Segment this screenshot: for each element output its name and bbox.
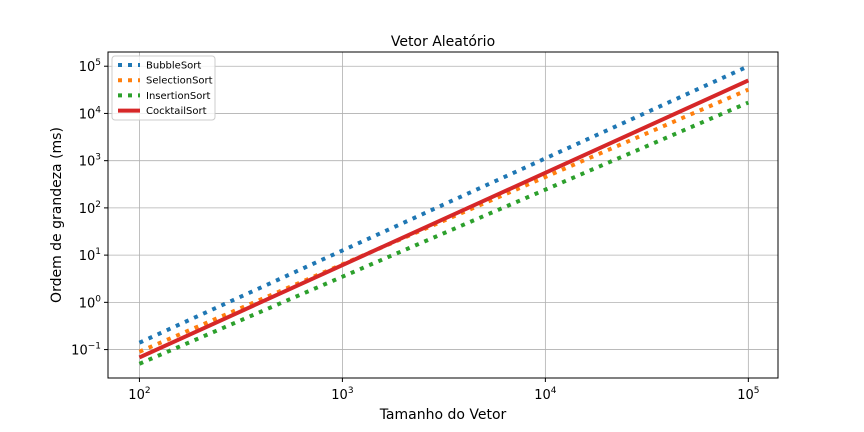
y-tick-base: 10 (79, 155, 96, 170)
x-tick-exponent: 5 (754, 386, 760, 396)
x-tick-exponent: 4 (551, 386, 557, 396)
y-tick-label: 101 (79, 247, 101, 264)
y-tick-label: 100 (79, 294, 102, 311)
x-tick-label: 102 (128, 386, 150, 403)
y-tick-exponent: 5 (95, 58, 101, 68)
x-axis-label: Tamanho do Vetor (379, 407, 507, 423)
legend-label: SelectionSort (146, 76, 213, 87)
legend-label: CocktailSort (146, 106, 207, 117)
legend-label: InsertionSort (146, 91, 210, 102)
y-tick-label: 103 (79, 153, 101, 170)
series-line-bubblesort (138, 64, 750, 345)
y-tick-exponent: 1 (95, 247, 101, 257)
y-tick-base: 10 (79, 249, 96, 264)
y-tick-label: 102 (79, 200, 101, 217)
x-tick-base: 10 (331, 388, 348, 403)
y-tick-exponent: 4 (95, 105, 101, 115)
y-tick-label: 104 (79, 105, 102, 122)
y-tick-exponent: 3 (95, 153, 101, 163)
y-tick-label: 10−1 (71, 342, 101, 359)
chart-title: Vetor Aleatório (391, 34, 495, 50)
x-tick-label: 105 (737, 386, 759, 403)
y-tick-exponent: 0 (95, 294, 101, 304)
x-tick-exponent: 3 (348, 386, 354, 396)
y-tick-base: 10 (79, 60, 96, 75)
legend: BubbleSort SelectionSort InsertionSort Cock… (111, 55, 216, 121)
y-tick-exponent: −1 (88, 342, 101, 352)
x-tick-exponent: 2 (145, 386, 151, 396)
legend-label: BubbleSort (146, 61, 201, 72)
y-axis-label: Ordem de grandeza (ms) (49, 127, 65, 303)
series-lines (138, 64, 750, 366)
legend-box (111, 55, 216, 121)
y-tick-label: 105 (79, 58, 101, 75)
series-line-insertionsort (138, 100, 750, 366)
x-tick-label: 104 (534, 386, 557, 403)
plot-frame (107, 51, 779, 379)
y-tick-base: 10 (71, 344, 88, 359)
x-tick-base: 10 (534, 388, 551, 403)
y-tick-exponent: 2 (95, 200, 101, 210)
series-line-cocktailsort (138, 78, 750, 360)
y-tick-base: 10 (79, 202, 96, 217)
y-tick-base: 10 (79, 296, 96, 311)
grid (108, 52, 778, 378)
x-tick-base: 10 (737, 388, 754, 403)
x-tick-base: 10 (128, 388, 145, 403)
y-tick-base: 10 (79, 107, 96, 122)
x-tick-label: 103 (331, 386, 353, 403)
x-axis-ticks: 102 103 104 105 (128, 378, 759, 403)
